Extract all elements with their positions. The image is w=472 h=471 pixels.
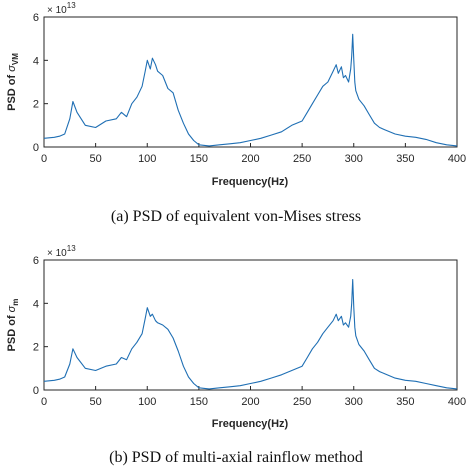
x-tick-label: 300 [345, 153, 363, 165]
x-axis-title-b: Frequency(Hz) [212, 418, 289, 430]
x-tick-label: 100 [138, 153, 156, 165]
x-tick-label: 350 [396, 153, 414, 165]
x-tick-label: 150 [190, 396, 208, 408]
y-multiplier-b: × 1013 [47, 244, 76, 259]
x-ticks-b: 0 50 100 150 200 250 300 350 400 [41, 386, 466, 408]
x-tick-label: 200 [241, 153, 259, 165]
x-tick-label: 300 [345, 396, 363, 408]
x-axis-title-a: Frequency(Hz) [212, 176, 289, 188]
chart-panel-a: 0 2 4 6 0 50 100 150 200 250 300 350 400 × 1013 PSD… [6, 1, 466, 225]
plot-area-b [43, 259, 458, 391]
x-tick-label: 350 [396, 396, 414, 408]
y-tick-label: 4 [33, 55, 39, 67]
y-ticks-b: 0 2 4 6 [33, 255, 48, 397]
y-tick-label: 2 [33, 99, 39, 111]
y-multiplier-a: × 1013 [47, 1, 76, 16]
y-axis-title-a: PSD of σVM [6, 53, 20, 111]
x-tick-label: 150 [190, 153, 208, 165]
x-tick-label: 0 [41, 396, 47, 408]
x-tick-label: 100 [138, 396, 156, 408]
x-tick-label: 250 [293, 153, 311, 165]
x-tick-label: 200 [241, 396, 259, 408]
x-tick-label: 400 [448, 396, 466, 408]
y-ticks-a: 0 2 4 6 [33, 12, 48, 154]
y-axis-title-b: PSD of σm [6, 299, 20, 352]
caption-b: (b) PSD of multi-axial rainflow method [109, 449, 363, 466]
psd-series-line-b [43, 278, 458, 390]
y-tick-label: 6 [33, 12, 39, 24]
y-tick-label: 4 [33, 298, 39, 310]
y-tick-label: 2 [33, 342, 39, 354]
y-tick-label: 0 [33, 142, 39, 154]
chart-panel-b: 0 2 4 6 0 50 100 150 200 250 300 350 400 × 1013 PSD… [6, 244, 466, 466]
plot-area-a [43, 16, 458, 148]
x-tick-label: 50 [90, 396, 102, 408]
x-tick-label: 400 [448, 153, 466, 165]
caption-a: (a) PSD of equivalent von-Mises stress [111, 208, 361, 225]
x-tick-label: 250 [293, 396, 311, 408]
y-tick-label: 6 [33, 255, 39, 267]
y-tick-label: 0 [33, 385, 39, 397]
x-tick-label: 0 [41, 153, 47, 165]
psd-series-line-a [43, 33, 458, 147]
x-tick-label: 50 [90, 153, 102, 165]
